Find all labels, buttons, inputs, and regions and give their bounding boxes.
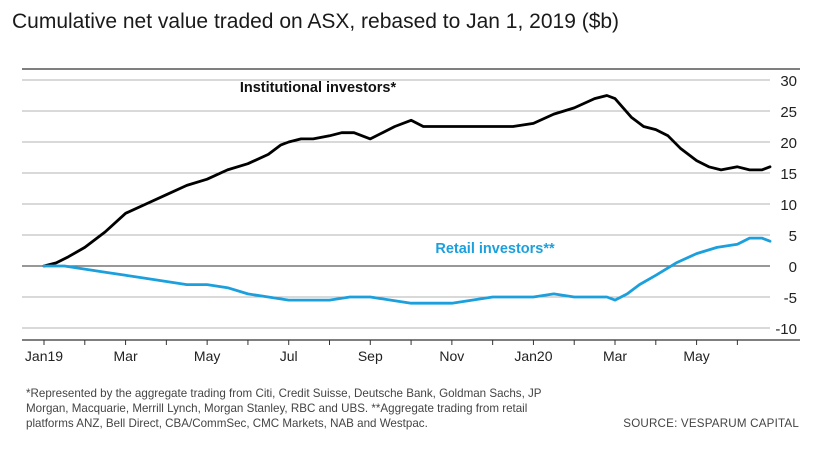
series-annotations: Institutional investors* Retail investors… <box>240 80 555 257</box>
chart-title: Cumulative net value traded on ASX, reba… <box>12 10 620 33</box>
source-credit: SOURCE: VESPARUM CAPITAL <box>623 417 799 430</box>
institutional-series-line <box>42 94 772 268</box>
y-tick-label: 10 <box>780 197 797 214</box>
y-tick-label: 15 <box>780 166 797 183</box>
y-tick-label: 30 <box>780 73 797 90</box>
x-tick-label: Mar <box>603 348 627 364</box>
y-tick-label: 20 <box>780 135 797 152</box>
x-tick-label: Nov <box>439 348 464 364</box>
gridlines <box>22 68 800 341</box>
x-tick-label: Mar <box>114 348 138 364</box>
y-tick-label: -5 <box>784 290 797 307</box>
x-axis-ticks: Jan19 Mar May Jul Sep Nov Jan20 Mar May <box>25 340 738 364</box>
footnote: *Represented by the aggregate trading fr… <box>26 387 542 430</box>
x-tick-label: May <box>194 348 220 364</box>
y-tick-label: 5 <box>789 228 797 245</box>
series-lines <box>42 94 772 305</box>
y-tick-label: 25 <box>780 104 797 121</box>
x-tick-label: Jul <box>280 348 298 364</box>
y-tick-label: -10 <box>775 321 797 338</box>
x-tick-label: Jan19 <box>25 348 63 364</box>
institutional-label: Institutional investors* <box>240 80 397 96</box>
y-axis-ticks: 30 25 20 15 10 5 0 -5 -10 <box>775 73 797 338</box>
retail-label: Retail investors** <box>435 241 555 257</box>
y-tick-label: 0 <box>789 259 797 276</box>
x-tick-label: Sep <box>358 348 383 364</box>
x-tick-label: May <box>683 348 709 364</box>
retail-series-line <box>42 236 772 305</box>
x-tick-label: Jan20 <box>514 348 552 364</box>
